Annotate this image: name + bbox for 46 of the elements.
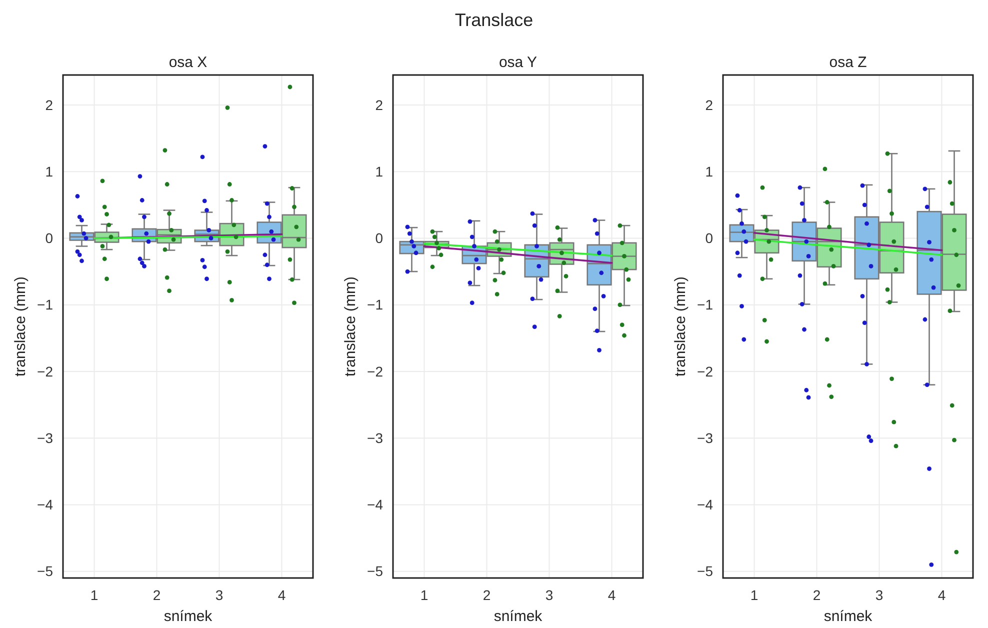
y-tick-label: −5 — [367, 563, 384, 580]
x-tick-label: 4 — [278, 587, 286, 603]
x-tick-label: 3 — [545, 587, 554, 603]
x-tick-label: 4 — [938, 587, 946, 603]
x-tick-label: 2 — [482, 587, 491, 603]
x-tick-label: 4 — [608, 587, 616, 603]
y-tick-label: −3 — [367, 430, 384, 446]
y-tick-label: −4 — [37, 496, 54, 513]
x-tick-label: 3 — [215, 587, 224, 603]
chart-title: osa Z — [829, 54, 867, 71]
x-axis-title: snímek — [494, 608, 543, 625]
y-tick-label: 0 — [375, 230, 384, 246]
x-tick-label: 1 — [750, 587, 758, 603]
x-tick-label: 1 — [420, 587, 428, 603]
y-tick-label: 2 — [705, 96, 714, 113]
chart-title: osa X — [168, 54, 208, 71]
y-tick-label: −3 — [37, 430, 54, 446]
y-tick-label: −1 — [367, 296, 384, 313]
y-tick-label: 1 — [705, 164, 714, 180]
y-tick-label: 0 — [705, 230, 714, 246]
y-tick-label: −2 — [367, 363, 384, 380]
y-tick-label: −3 — [697, 430, 714, 446]
y-tick-label: −1 — [37, 296, 54, 313]
x-tick-label: 3 — [875, 587, 884, 603]
x-tick-label: 2 — [152, 587, 161, 603]
y-axis-title: translace (mm) — [342, 276, 359, 377]
chart-title: osa Y — [498, 54, 538, 71]
y-tick-label: −1 — [697, 296, 714, 313]
x-tick-label: 2 — [812, 587, 821, 603]
y-tick-label: −2 — [37, 363, 54, 380]
y-tick-label: 2 — [45, 96, 54, 113]
y-tick-label: −5 — [37, 563, 54, 580]
y-axis-title: translace (mm) — [672, 276, 689, 377]
y-axis-title: translace (mm) — [12, 276, 29, 377]
y-tick-label: 0 — [45, 230, 54, 246]
text: Translace — [454, 10, 534, 30]
y-tick-label: −5 — [697, 563, 714, 580]
x-tick-label: 1 — [90, 587, 98, 603]
x-axis-title: snímek — [824, 608, 873, 625]
y-tick-label: 2 — [375, 96, 384, 113]
y-tick-label: −4 — [367, 496, 384, 513]
x-axis-title: snímek — [164, 608, 213, 625]
y-tick-label: 1 — [45, 164, 54, 180]
y-tick-label: 1 — [375, 164, 384, 180]
y-tick-label: −4 — [697, 496, 714, 513]
y-tick-label: −2 — [697, 363, 714, 380]
